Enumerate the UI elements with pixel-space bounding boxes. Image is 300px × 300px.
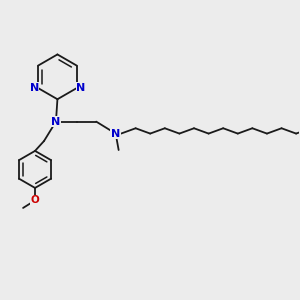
Text: N: N bbox=[111, 129, 120, 139]
Text: N: N bbox=[76, 83, 85, 93]
Text: O: O bbox=[31, 196, 39, 206]
Text: N: N bbox=[51, 117, 61, 127]
Text: N: N bbox=[29, 83, 39, 93]
